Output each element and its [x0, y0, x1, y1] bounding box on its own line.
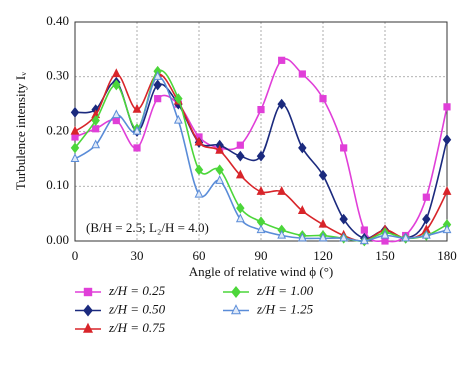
x-tick-label: 0 — [72, 248, 79, 263]
marker — [278, 56, 286, 64]
y-axis-label: Turbulence intensity Iᵥ — [13, 72, 28, 190]
marker — [132, 103, 142, 113]
marker — [91, 115, 100, 126]
marker — [112, 79, 121, 91]
y-tick-label: 0.40 — [46, 13, 69, 28]
marker — [318, 218, 328, 228]
marker — [318, 169, 328, 181]
marker — [297, 205, 307, 214]
y-tick-label: 0.20 — [46, 122, 69, 137]
x-tick-label: 150 — [375, 248, 395, 263]
marker — [236, 150, 245, 162]
marker — [235, 169, 245, 179]
marker — [235, 213, 245, 223]
marker — [153, 79, 162, 91]
marker — [256, 150, 266, 162]
marker — [194, 188, 204, 198]
marker — [154, 95, 162, 103]
marker — [422, 213, 431, 225]
x-tick-label: 180 — [437, 248, 457, 263]
legend-label: z/H = 0.25 — [108, 283, 166, 298]
x-axis-label: Angle of relative wind ϕ (°) — [189, 264, 334, 279]
marker — [194, 136, 204, 146]
marker — [174, 93, 183, 105]
marker — [401, 232, 411, 242]
marker — [111, 109, 121, 119]
marker — [70, 153, 80, 162]
marker — [422, 193, 430, 201]
legend-marker — [230, 304, 242, 315]
marker — [91, 139, 101, 149]
marker — [443, 103, 451, 111]
x-tick-label: 90 — [255, 248, 268, 263]
legend-marker — [83, 287, 93, 297]
marker — [319, 95, 327, 103]
marker — [340, 144, 348, 152]
y-tick-label: 0.00 — [46, 232, 69, 247]
marker — [380, 229, 390, 239]
marker — [70, 106, 80, 118]
marker — [277, 229, 287, 239]
marker — [215, 175, 225, 184]
marker — [318, 232, 328, 242]
y-tick-label: 0.10 — [46, 177, 69, 192]
marker — [442, 134, 452, 146]
marker — [256, 186, 266, 195]
y-tick-label: 0.30 — [46, 68, 69, 83]
marker — [256, 224, 266, 234]
marker — [132, 125, 142, 135]
legend-label: z/H = 0.75 — [108, 320, 166, 335]
marker — [360, 226, 368, 234]
marker — [215, 164, 224, 176]
marker — [92, 125, 100, 133]
legend-marker — [82, 322, 94, 333]
marker — [153, 71, 163, 80]
annotation: (B/H = 2.5; L₂/H = 4.0) — [86, 220, 209, 235]
x-tick-label: 60 — [193, 248, 206, 263]
marker — [277, 186, 287, 195]
marker — [194, 164, 204, 176]
marker — [112, 116, 120, 125]
x-tick-label: 120 — [313, 248, 333, 263]
legend-label: z/H = 0.50 — [108, 301, 166, 316]
marker — [339, 213, 348, 225]
marker — [421, 229, 431, 239]
marker — [111, 68, 121, 78]
marker — [298, 142, 307, 154]
marker — [298, 70, 306, 78]
legend-marker — [83, 304, 93, 317]
marker — [236, 202, 245, 214]
legend-marker — [231, 286, 241, 298]
marker — [442, 224, 452, 234]
x-tick-label: 30 — [131, 248, 144, 263]
marker — [236, 141, 244, 149]
marker — [71, 133, 79, 141]
marker — [70, 142, 80, 154]
marker — [359, 235, 369, 245]
marker — [257, 106, 265, 114]
legend-label: z/H = 1.00 — [256, 283, 314, 298]
marker — [215, 144, 225, 154]
marker — [442, 186, 452, 195]
marker — [297, 232, 307, 242]
marker — [339, 232, 349, 242]
marker — [173, 114, 183, 124]
legend-label: z/H = 1.25 — [256, 301, 314, 316]
marker — [70, 125, 80, 135]
marker — [381, 237, 389, 245]
marker — [277, 98, 286, 110]
marker — [133, 144, 141, 152]
